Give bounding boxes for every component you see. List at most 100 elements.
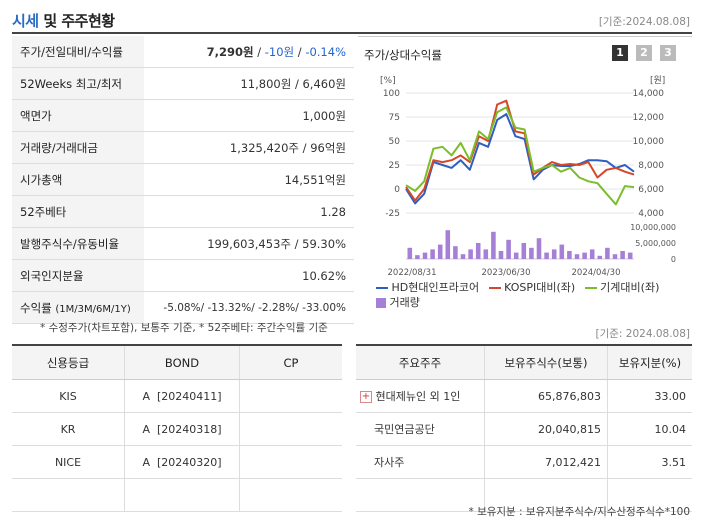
left-tick-label: 75	[389, 113, 400, 123]
credit-table: 신용등급 BOND CP KIS A [20240411] KR A [2024…	[12, 344, 342, 512]
series-line-2	[405, 106, 635, 206]
volume-bar	[506, 239, 511, 259]
legend-volume: 거래량	[376, 294, 420, 310]
table-row: 시가총액 14,551억원	[12, 163, 354, 196]
table-row	[12, 478, 342, 512]
legend-swatch-kospi	[488, 287, 501, 289]
volume-bar	[491, 231, 496, 259]
table-row	[356, 478, 692, 512]
volume-bar	[460, 254, 466, 259]
base-date: [기준:2024.08.08]	[598, 16, 690, 28]
chart-panel: 주가/상대수익률 1 2 3 [%] [원] 100 75 50 25 0 -25 14,0…	[358, 36, 692, 319]
table-row: 외국인지분율 10.62%	[12, 259, 354, 292]
holder-pct	[607, 478, 692, 512]
row-value: 1.28	[144, 195, 354, 228]
volume-bar	[597, 255, 603, 259]
volume-bar	[551, 249, 557, 259]
agency-cell: KIS	[12, 379, 125, 413]
col-header: 신용등급	[12, 345, 125, 380]
legend-kospi: KOSPI대비(좌)	[504, 281, 576, 294]
table-header-row: 주요주주 보유주식수(보통) 보유지분(%)	[356, 345, 692, 380]
volume-bar	[589, 249, 595, 259]
volume-bar	[605, 247, 610, 259]
table-row: 발행주식수/유동비율 199,603,453주 / 59.30%	[12, 227, 354, 260]
table-row: 52주베타 1.28	[12, 195, 354, 228]
summary-note: * 수정주가(차트포함), 보통주 기준, * 52주베타: 주간수익률 기준	[40, 322, 328, 334]
price-rate: -0.14%	[305, 44, 346, 59]
volume-bar	[422, 252, 428, 259]
axes: 100 75 50 25 0 -25 14,000 12,000 10,000 8,000 6,00…	[383, 89, 676, 278]
volume-bar	[544, 252, 549, 259]
volume-bar	[498, 251, 504, 259]
volume-bar	[415, 255, 420, 259]
volume-bars	[407, 230, 633, 259]
col-header: BOND	[124, 345, 240, 380]
holders-table: 주요주주 보유주식수(보통) 보유지분(%) + 현대제뉴인 외 1인 65,8…	[356, 344, 692, 512]
chart-tab-2[interactable]: 2	[636, 45, 652, 61]
legend-swatch-machine	[584, 287, 597, 289]
col-header: CP	[239, 345, 342, 380]
table-row: KR A [20240318]	[12, 412, 342, 446]
row-value: 1,325,420주 / 96억원	[144, 131, 354, 164]
x-tick-label: 2022/08/31	[388, 268, 437, 278]
volume-tick-label: 5,000,000	[635, 239, 676, 248]
series-line-0	[405, 113, 635, 205]
legend-volume-label: 거래량	[389, 296, 420, 309]
right-tick-label: 6,000	[638, 185, 664, 195]
bond-cell: A [20240411]	[124, 379, 240, 413]
holder-name: 자사주	[356, 445, 485, 479]
row-value: 199,603,453주 / 59.30%	[144, 227, 354, 260]
table-row: 주가/전일대비/수익률 7,290원 / -10원 / -0.14%	[12, 36, 354, 68]
holder-name-cell: + 현대제뉴인 외 1인	[356, 379, 485, 413]
right-tick-label: 12,000	[633, 113, 665, 123]
summary-table: 주가/전일대비/수익률 7,290원 / -10원 / -0.14% 52Wee…	[12, 36, 354, 324]
holder-pct: 3.51	[607, 445, 692, 479]
volume-bar	[407, 247, 413, 259]
expand-icon[interactable]: +	[360, 391, 372, 403]
volume-bar	[437, 244, 443, 259]
series-line-1	[405, 99, 635, 202]
holder-pct: 33.00	[607, 379, 692, 413]
row-value: 11,800원 / 6,460원	[144, 67, 354, 100]
row-label: 발행주식수/유동비율	[12, 227, 144, 260]
volume-bar	[468, 249, 473, 259]
table-row: 수익률 (1M/3M/6M/1Y) -5.08%/ -13.32%/ -2.28…	[12, 291, 354, 324]
volume-bar	[574, 254, 580, 259]
volume-tick-label: 10,000,000	[630, 223, 676, 232]
share-note: * 보유지분 : 보유지분주식수/지수산정주식수*100	[468, 506, 690, 518]
table-row: KIS A [20240411]	[12, 379, 342, 413]
bond-cell	[124, 478, 240, 512]
table-row: 52Weeks 최고/최저 11,800원 / 6,460원	[12, 67, 354, 100]
agency-cell	[12, 478, 125, 512]
volume-bar	[582, 252, 587, 259]
volume-tick-label: 0	[671, 255, 676, 264]
left-unit-label: [%]	[380, 76, 396, 86]
row-label: 시가총액	[12, 163, 144, 196]
row-label: 외국인지분율	[12, 259, 144, 292]
holder-shares: 7,012,421	[484, 445, 608, 479]
row-value: 14,551억원	[144, 163, 354, 196]
holder-name: 국민연금공단	[356, 412, 485, 446]
left-tick-label: 0	[394, 185, 400, 195]
volume-bar	[483, 249, 489, 259]
cp-cell	[239, 478, 342, 512]
cp-cell	[239, 379, 342, 413]
chart-tab-3[interactable]: 3	[660, 45, 676, 61]
table-row: 자사주 7,012,421 3.51	[356, 445, 692, 479]
right-tick-label: 8,000	[638, 161, 664, 171]
holder-shares: 65,876,803	[484, 379, 608, 413]
volume-bar	[620, 251, 625, 259]
table-row: NICE A [20240320]	[12, 445, 342, 479]
volume-bar	[559, 244, 565, 259]
returns-value: -5.08%/ -13.32%/ -2.28%/ -33.00%	[144, 291, 354, 324]
legend-swatch-volume	[376, 298, 386, 308]
legend-swatch-hd	[376, 287, 388, 289]
holder-name[interactable]: 현대제뉴인 외 1인	[375, 390, 461, 403]
volume-bar	[521, 243, 527, 259]
volume-bar	[612, 254, 618, 259]
base-date-mid: [기준: 2024.08.08]	[595, 328, 690, 340]
page-title: 시세 및 주주현황	[12, 12, 115, 30]
price-change: -10원	[264, 44, 295, 59]
chart-tab-1[interactable]: 1	[612, 45, 628, 61]
right-tick-label: 4,000	[638, 209, 664, 219]
